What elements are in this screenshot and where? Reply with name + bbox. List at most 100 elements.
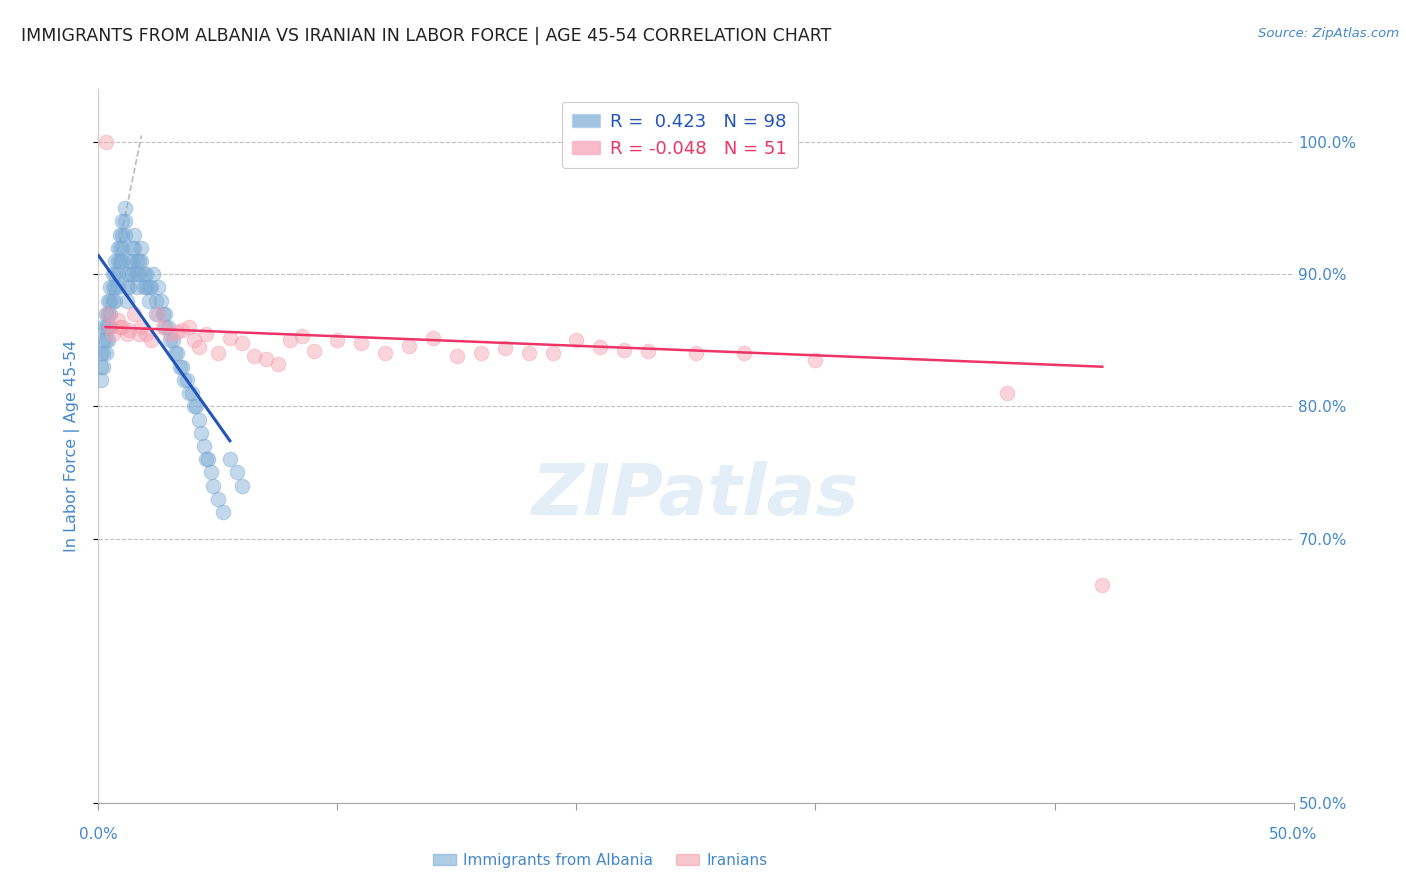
Point: [207, 346, 229, 360]
Point: [194, 326, 218, 341]
Point: [104, 293, 127, 308]
Point: [159, 326, 181, 341]
Point: [173, 373, 195, 387]
Y-axis label: In Labor Force | Age 45-54: In Labor Force | Age 45-54: [65, 340, 80, 552]
Point: [326, 333, 349, 347]
Point: [135, 326, 157, 341]
Point: [118, 267, 141, 281]
Point: [107, 280, 129, 294]
Point: [111, 214, 134, 228]
Point: [121, 254, 143, 268]
Point: [131, 241, 153, 255]
Point: [145, 293, 167, 308]
Point: [114, 201, 136, 215]
Point: [733, 346, 755, 360]
Point: [149, 293, 172, 308]
Point: [494, 341, 516, 355]
Point: [135, 280, 157, 294]
Point: [97, 293, 120, 308]
Point: [163, 346, 186, 360]
Point: [804, 353, 827, 368]
Point: [172, 323, 194, 337]
Point: [118, 254, 141, 268]
Point: [139, 280, 162, 294]
Point: [422, 331, 444, 345]
Point: [90, 359, 112, 374]
Point: [90, 346, 112, 360]
Point: [124, 241, 146, 255]
Point: [267, 357, 290, 371]
Point: [193, 439, 215, 453]
Point: [207, 491, 229, 506]
Point: [183, 400, 205, 414]
Point: [565, 333, 588, 347]
Point: [111, 241, 134, 255]
Point: [90, 373, 112, 387]
Point: [128, 267, 150, 281]
Point: [202, 478, 225, 492]
Point: [94, 320, 117, 334]
Point: [162, 333, 184, 347]
Point: [121, 267, 143, 281]
Point: [111, 227, 134, 242]
Point: [104, 254, 127, 268]
Point: [142, 267, 165, 281]
Point: [166, 326, 188, 340]
Point: [128, 326, 150, 341]
Point: [128, 254, 150, 268]
Point: [211, 505, 233, 519]
Point: [254, 351, 277, 366]
Point: [226, 466, 249, 480]
Point: [145, 307, 167, 321]
Point: [302, 343, 325, 358]
Point: [125, 254, 148, 268]
Point: [97, 333, 120, 347]
Point: [97, 307, 120, 321]
Point: [176, 373, 198, 387]
Point: [114, 214, 136, 228]
Point: [219, 452, 242, 467]
Point: [243, 349, 266, 363]
Point: [107, 267, 129, 281]
Point: [101, 293, 124, 308]
Point: [121, 241, 143, 255]
Point: [98, 320, 122, 334]
Point: [108, 254, 131, 268]
Point: [108, 227, 131, 242]
Point: [115, 326, 138, 341]
Point: [169, 359, 191, 374]
Point: [148, 307, 170, 321]
Point: [94, 346, 117, 360]
Point: [517, 346, 540, 360]
Point: [541, 346, 564, 360]
Point: [107, 254, 129, 268]
Point: [291, 329, 314, 343]
Point: [91, 346, 114, 360]
Point: [200, 466, 222, 480]
Point: [104, 267, 127, 281]
Point: [124, 307, 146, 321]
Point: [125, 267, 148, 281]
Point: [118, 280, 141, 294]
Point: [152, 307, 174, 321]
Point: [446, 349, 468, 363]
Point: [138, 280, 160, 294]
Point: [194, 452, 218, 467]
Point: [114, 227, 136, 242]
Point: [183, 333, 205, 347]
Point: [219, 331, 242, 345]
Point: [98, 320, 122, 334]
Point: [108, 241, 131, 255]
Point: [152, 320, 174, 334]
Point: [108, 320, 131, 334]
Point: [91, 320, 114, 334]
Point: [995, 386, 1018, 401]
Point: [278, 333, 301, 347]
Point: [179, 320, 201, 334]
Point: [131, 320, 153, 334]
Text: Source: ZipAtlas.com: Source: ZipAtlas.com: [1258, 27, 1399, 40]
Point: [187, 340, 209, 354]
Point: [94, 333, 117, 347]
Point: [94, 135, 117, 149]
Point: [172, 359, 194, 374]
